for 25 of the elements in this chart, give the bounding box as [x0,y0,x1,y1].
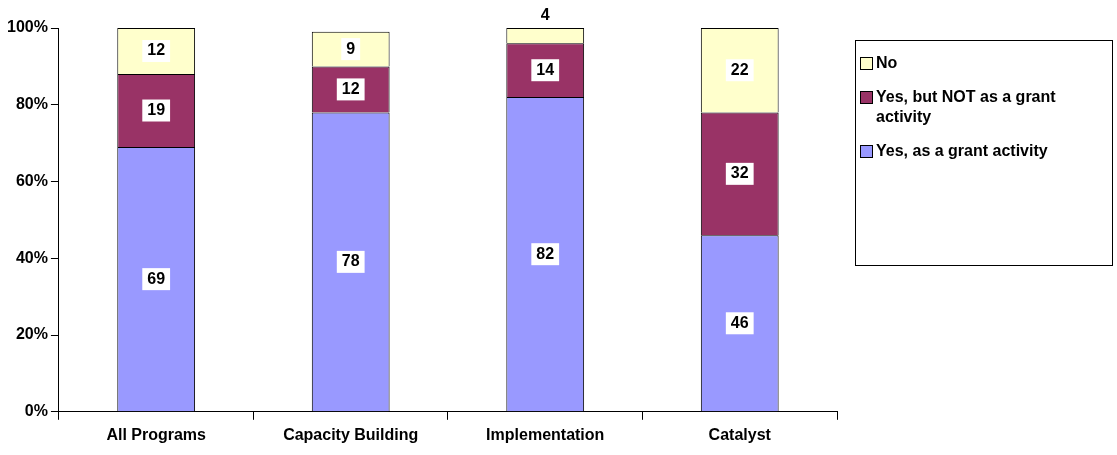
y-tick-label: 60% [15,171,48,189]
data-label: 78 [341,252,360,270]
x-tick-label: All Programs [106,425,207,443]
data-label: 9 [346,39,356,57]
data-label: 82 [536,244,555,262]
y-tick-label: 0% [24,402,48,420]
data-label: 46 [730,313,749,331]
data-label: 4 [540,6,550,24]
legend-label: Yes, but NOT as a grant activity [876,87,1057,127]
data-label: 69 [147,269,166,287]
data-label: 12 [147,41,166,59]
data-label: 19 [147,100,166,118]
data-label: 12 [341,79,360,97]
y-tick-label: 80% [15,95,48,113]
y-tick-label: 100% [7,18,48,36]
data-label: 14 [536,60,555,78]
x-tick-label: Implementation [486,425,605,443]
legend-label: Yes, as a grant activity [876,141,1048,161]
x-tick-label: Capacity Building [283,425,419,443]
legend-label: No [876,53,898,73]
y-tick-label: 20% [15,325,48,343]
y-tick-label: 40% [15,248,48,266]
data-label: 22 [730,60,749,78]
data-label: 32 [730,164,749,182]
x-tick-label: Catalyst [708,425,772,443]
